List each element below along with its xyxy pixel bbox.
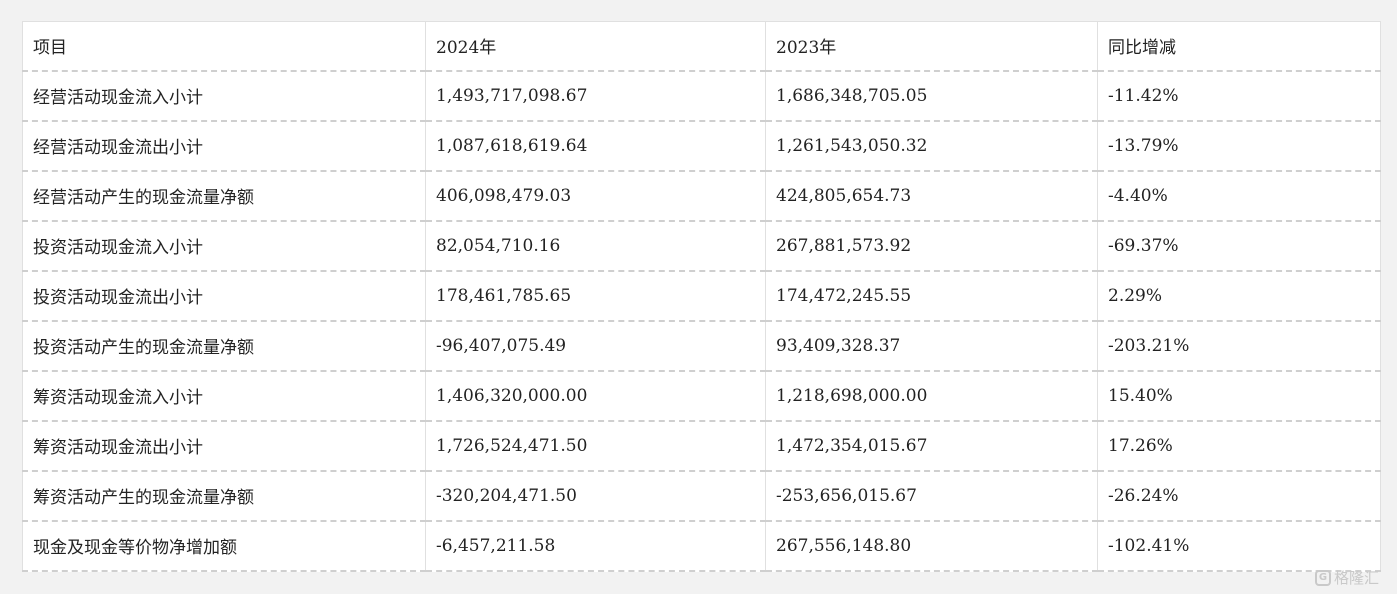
table-row: 现金及现金等价物净增加额 -6,457,211.58 267,556,148.8… xyxy=(22,520,1381,572)
row-value-2024: -96,407,075.49 xyxy=(425,320,766,372)
table-row: 经营活动现金流出小计 1,087,618,619.64 1,261,543,05… xyxy=(22,120,1381,172)
row-item-label: 现金及现金等价物净增加额 xyxy=(22,520,426,572)
row-value-2024: 178,461,785.65 xyxy=(425,270,766,322)
row-item-label: 经营活动产生的现金流量净额 xyxy=(22,170,426,222)
gelonghui-logo-icon: G xyxy=(1314,569,1331,586)
row-item-label: 投资活动现金流出小计 xyxy=(22,270,426,322)
row-value-2023: 267,556,148.80 xyxy=(765,520,1098,572)
row-value-2023: 93,409,328.37 xyxy=(765,320,1098,372)
row-value-2024: 406,098,479.03 xyxy=(425,170,766,222)
row-item-label: 筹资活动产生的现金流量净额 xyxy=(22,470,426,522)
table-row: 投资活动现金流入小计 82,054,710.16 267,881,573.92 … xyxy=(22,220,1381,272)
row-value-2023: 424,805,654.73 xyxy=(765,170,1098,222)
row-yoy-change: 15.40% xyxy=(1097,370,1381,422)
row-value-2023: 1,472,354,015.67 xyxy=(765,420,1098,472)
header-yoy-change: 同比增减 xyxy=(1097,21,1381,72)
header-item: 项目 xyxy=(22,21,426,72)
row-item-label: 投资活动产生的现金流量净额 xyxy=(22,320,426,372)
header-2024: 2024年 xyxy=(425,21,766,72)
table-row: 筹资活动产生的现金流量净额 -320,204,471.50 -253,656,0… xyxy=(22,470,1381,522)
row-item-label: 经营活动现金流出小计 xyxy=(22,120,426,172)
table-row: 筹资活动现金流入小计 1,406,320,000.00 1,218,698,00… xyxy=(22,370,1381,422)
row-item-label: 投资活动现金流入小计 xyxy=(22,220,426,272)
row-yoy-change: 17.26% xyxy=(1097,420,1381,472)
header-2023: 2023年 xyxy=(765,21,1098,72)
row-yoy-change: -11.42% xyxy=(1097,70,1381,122)
cash-flow-table: 项目 2024年 2023年 同比增减 经营活动现金流入小计 1,493,717… xyxy=(22,21,1381,572)
row-value-2023: 174,472,245.55 xyxy=(765,270,1098,322)
row-yoy-change: -13.79% xyxy=(1097,120,1381,172)
row-value-2023: 267,881,573.92 xyxy=(765,220,1098,272)
row-value-2024: 82,054,710.16 xyxy=(425,220,766,272)
row-value-2024: 1,493,717,098.67 xyxy=(425,70,766,122)
row-item-label: 经营活动现金流入小计 xyxy=(22,70,426,122)
row-yoy-change: -102.41% xyxy=(1097,520,1381,572)
row-yoy-change: -203.21% xyxy=(1097,320,1381,372)
table-row: 投资活动产生的现金流量净额 -96,407,075.49 93,409,328.… xyxy=(22,320,1381,372)
row-value-2024: -6,457,211.58 xyxy=(425,520,766,572)
table-row: 经营活动产生的现金流量净额 406,098,479.03 424,805,654… xyxy=(22,170,1381,222)
row-yoy-change: -4.40% xyxy=(1097,170,1381,222)
row-item-label: 筹资活动现金流出小计 xyxy=(22,420,426,472)
row-value-2024: -320,204,471.50 xyxy=(425,470,766,522)
table-row: 投资活动现金流出小计 178,461,785.65 174,472,245.55… xyxy=(22,270,1381,322)
row-value-2023: 1,218,698,000.00 xyxy=(765,370,1098,422)
watermark-text: 格隆汇 xyxy=(1333,569,1379,587)
table-row: 筹资活动现金流出小计 1,726,524,471.50 1,472,354,01… xyxy=(22,420,1381,472)
row-yoy-change: 2.29% xyxy=(1097,270,1381,322)
row-value-2023: 1,686,348,705.05 xyxy=(765,70,1098,122)
row-value-2023: -253,656,015.67 xyxy=(765,470,1098,522)
row-yoy-change: -69.37% xyxy=(1097,220,1381,272)
table-header-row: 项目 2024年 2023年 同比增减 xyxy=(22,21,1381,72)
row-value-2024: 1,087,618,619.64 xyxy=(425,120,766,172)
row-value-2024: 1,406,320,000.00 xyxy=(425,370,766,422)
watermark: G 格隆汇 xyxy=(1314,567,1379,588)
row-item-label: 筹资活动现金流入小计 xyxy=(22,370,426,422)
table-row: 经营活动现金流入小计 1,493,717,098.67 1,686,348,70… xyxy=(22,70,1381,122)
row-yoy-change: -26.24% xyxy=(1097,470,1381,522)
row-value-2024: 1,726,524,471.50 xyxy=(425,420,766,472)
row-value-2023: 1,261,543,050.32 xyxy=(765,120,1098,172)
